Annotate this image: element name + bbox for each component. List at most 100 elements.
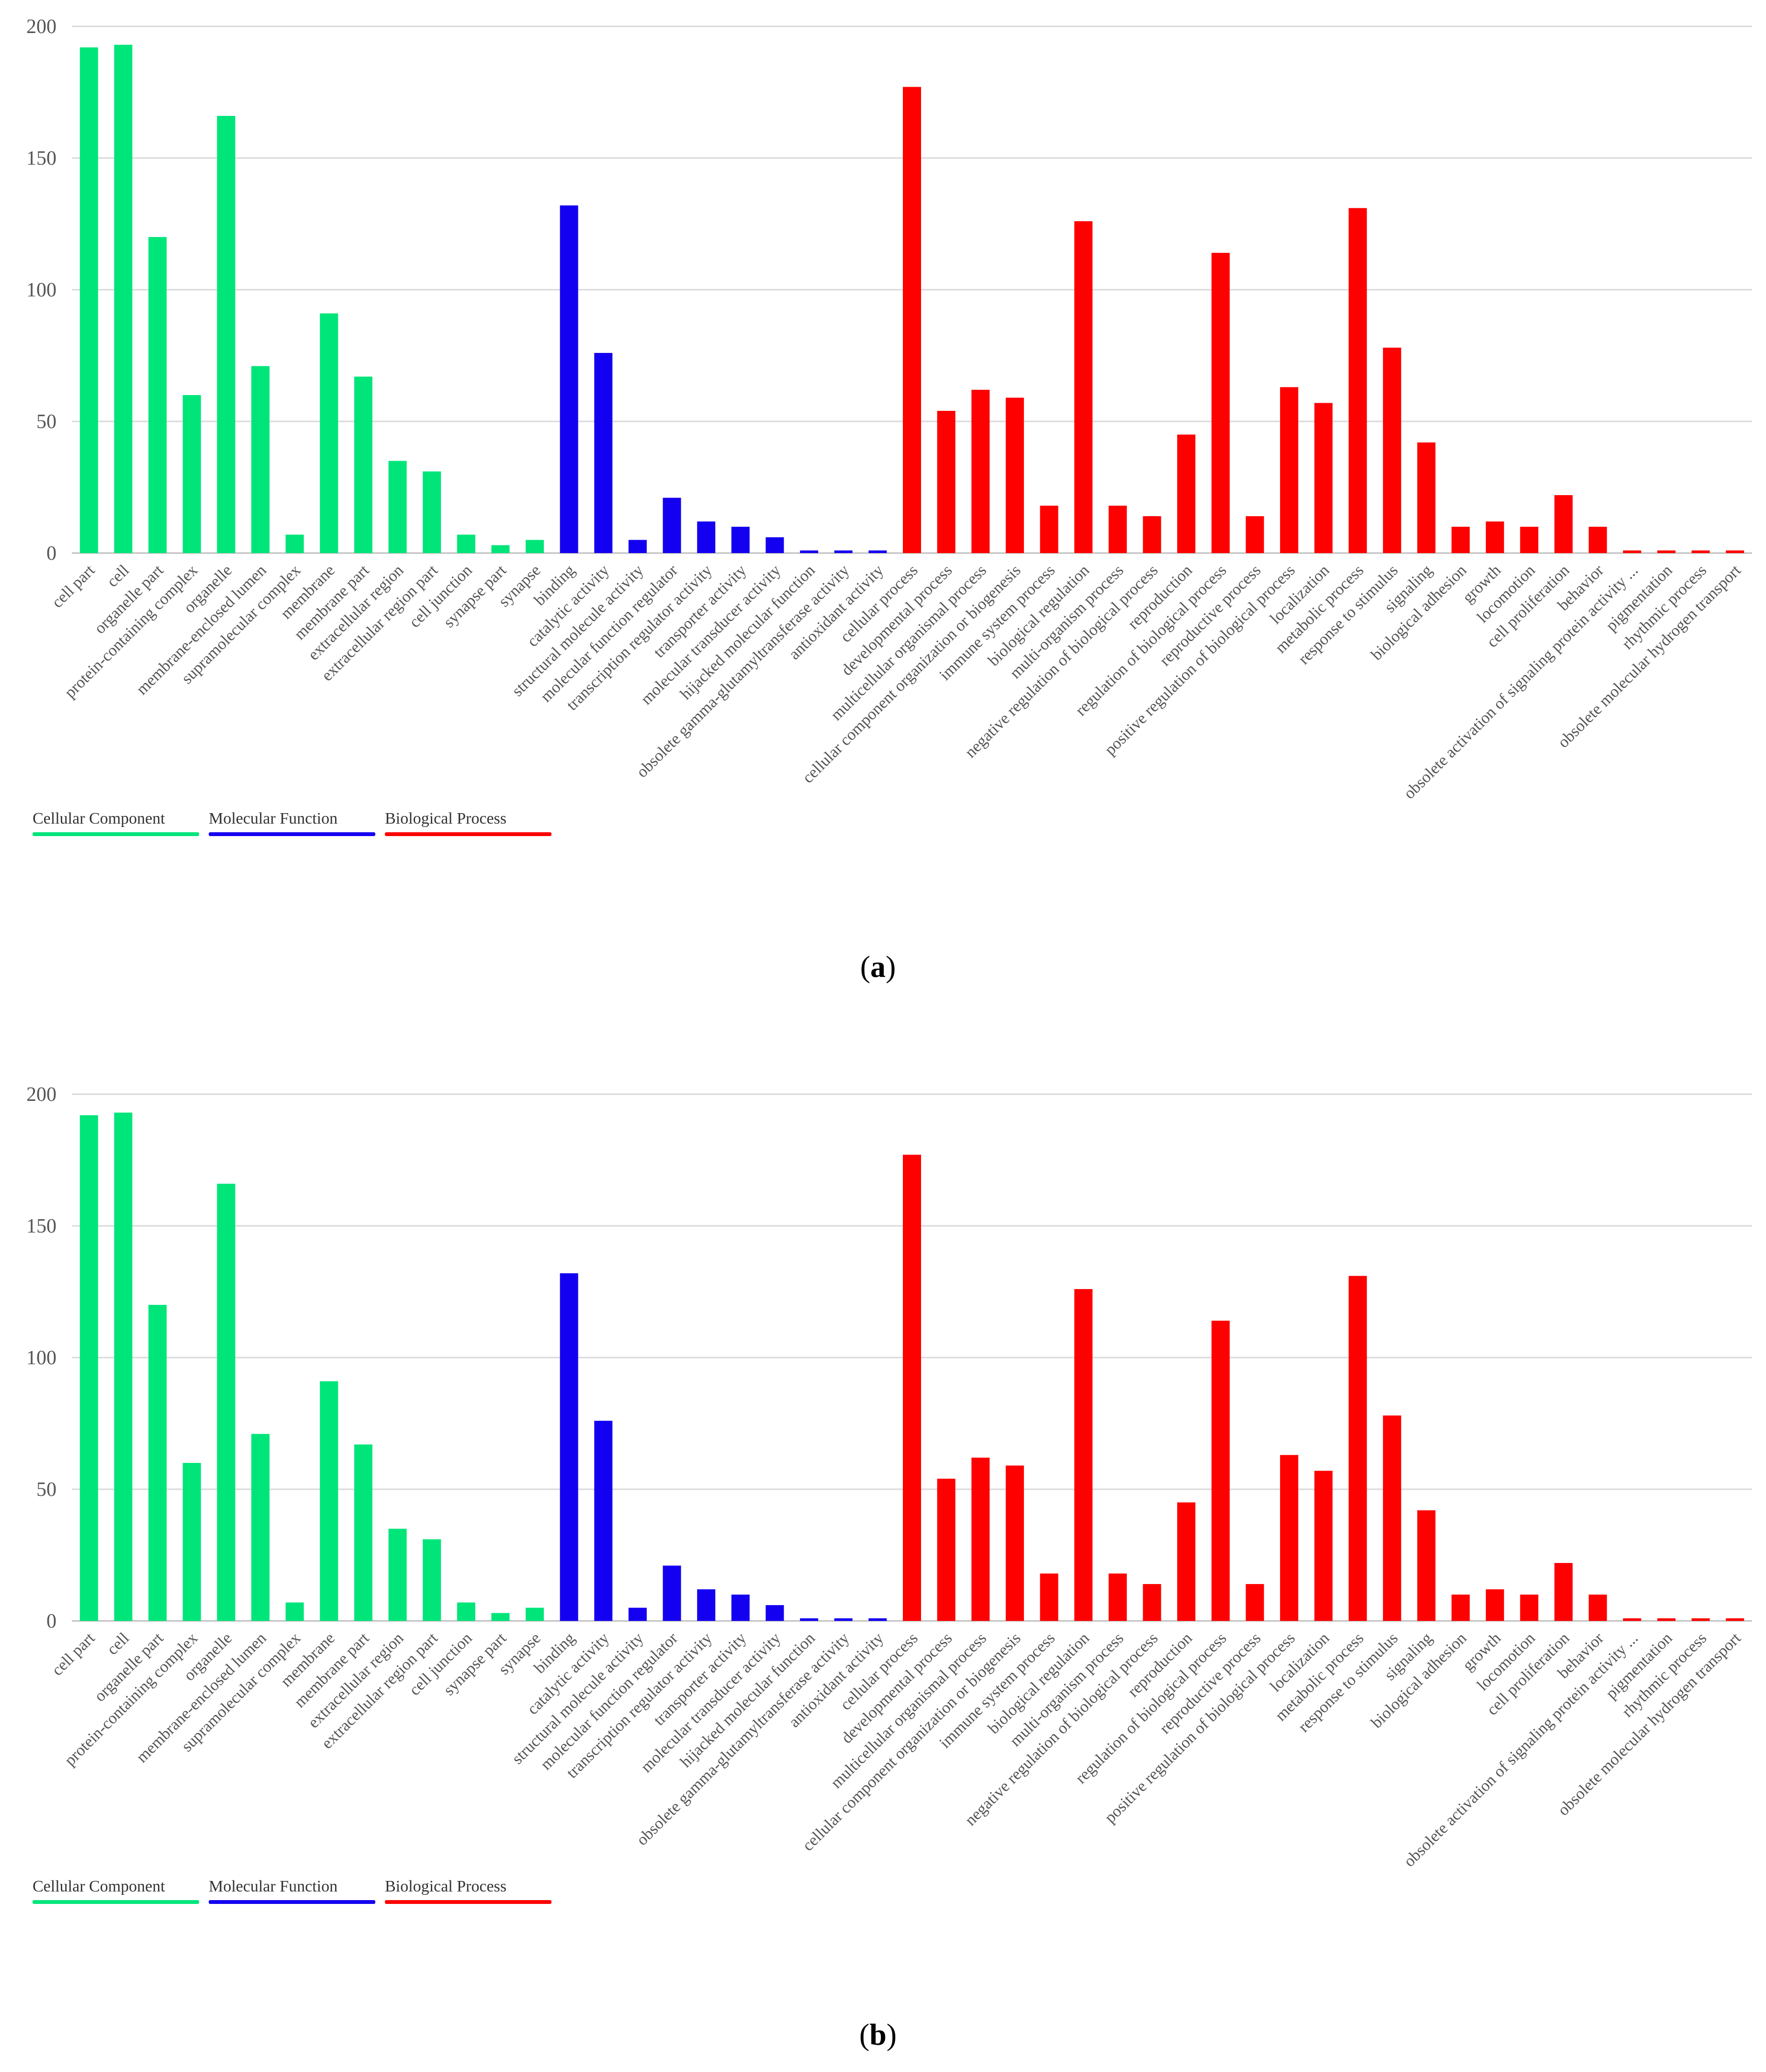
bar-negative-regulation-of-biological-process (1143, 1584, 1161, 1621)
bar-obsolete-activation-of-signaling-protein-activity (1623, 550, 1642, 553)
legend-swatch-molecular-function (209, 1900, 375, 1904)
panel-caption-letter: b (869, 2017, 887, 2051)
bar-multicellular-organismal-process (971, 1458, 990, 1621)
bar-positive-regulation-of-biological-process (1280, 1455, 1298, 1621)
bar-immune-system-process (1040, 506, 1058, 553)
legend-swatch-cellular-component (33, 832, 199, 836)
panel-caption: (a) (860, 950, 896, 984)
bar-cell-junction (457, 534, 475, 553)
bar-cell-part (79, 1115, 98, 1621)
bar-organelle (217, 1184, 236, 1621)
bar-synapse-part (491, 1613, 510, 1621)
bar-molecular-transducer-activity (765, 1605, 784, 1621)
bar-reproduction (1177, 1502, 1196, 1621)
bar-reproduction (1177, 434, 1196, 553)
bar-catalytic-activity (594, 1421, 613, 1621)
bar-metabolic-process (1349, 1276, 1367, 1621)
bar-organelle-part (148, 1305, 167, 1621)
y-tick-label: 200 (26, 1084, 56, 1106)
bar-regulation-of-biological-process (1211, 253, 1230, 553)
legend-swatch-cellular-component (33, 1900, 199, 1904)
legend-swatch-molecular-function (209, 832, 375, 836)
bar-regulation-of-biological-process (1211, 1321, 1230, 1621)
bar-binding (560, 205, 578, 553)
bar-membrane-part (354, 376, 372, 553)
legend-label-biological-process: Biological Process (385, 810, 506, 827)
y-tick-label: 50 (36, 411, 56, 433)
bar-growth (1485, 521, 1504, 553)
y-tick-label: 150 (26, 147, 56, 170)
bar-membrane-part (354, 1444, 372, 1621)
bar-localization (1314, 1471, 1333, 1621)
bar-rhythmic-process (1691, 1618, 1710, 1621)
bar-extracellular-region-part (423, 471, 441, 553)
y-tick-label: 0 (46, 543, 56, 565)
bar-biological-regulation (1074, 1289, 1093, 1621)
y-tick-label: 0 (46, 1610, 56, 1632)
legend-label-cellular-component: Cellular Component (33, 1878, 165, 1895)
bar-cellular-process (903, 87, 921, 553)
bar-membrane (320, 1381, 338, 1621)
bar-transporter-activity (731, 527, 750, 553)
legend-swatch-biological-process (385, 832, 551, 836)
bar-response-to-stimulus (1383, 348, 1401, 553)
bar-supramolecular-complex (285, 1602, 304, 1621)
bar-multicellular-organismal-process (971, 390, 990, 553)
x-tick-label: cell (103, 561, 133, 590)
y-tick-label: 100 (26, 279, 56, 301)
bar-biological-regulation (1074, 221, 1093, 553)
bar-organelle (217, 116, 236, 553)
legend-label-molecular-function: Molecular Function (209, 1878, 337, 1895)
bar-molecular-function-regulator (663, 498, 681, 553)
y-tick-label: 100 (26, 1347, 56, 1369)
bar-transcription-regulator-activity (697, 521, 716, 553)
bar-behavior (1588, 1595, 1607, 1621)
bar-cell-part (79, 47, 98, 553)
bar-biological-adhesion (1451, 527, 1470, 553)
bar-hijacked-molecular-function (800, 550, 819, 553)
panel-caption: (b) (859, 2017, 897, 2051)
bar-cell-proliferation (1554, 1563, 1573, 1621)
bar-cell-proliferation (1554, 495, 1573, 553)
bar-localization (1314, 403, 1333, 553)
bar-protein-containing-complex (182, 395, 201, 553)
bar-obsolete-gamma-glutamyltransferase-activity (834, 550, 853, 553)
bar-response-to-stimulus (1383, 1415, 1401, 1621)
bar-signaling (1417, 1510, 1436, 1621)
bar-structural-molecule-activity (628, 1608, 647, 1621)
bar-pigmentation (1657, 550, 1676, 553)
bar-molecular-function-regulator (663, 1565, 681, 1621)
bar-extracellular-region (388, 1529, 407, 1621)
bar-reproductive-process (1246, 516, 1264, 553)
bar-extracellular-region (388, 461, 407, 553)
legend-label-biological-process: Biological Process (385, 1878, 506, 1895)
bar-synapse (526, 540, 544, 553)
bar-antioxidant-activity (868, 550, 887, 553)
y-tick-label: 200 (26, 16, 56, 38)
bar-developmental-process (937, 411, 956, 553)
bar-catalytic-activity (594, 353, 613, 553)
bar-cellular-component-organization-or-biogenesis (1005, 397, 1024, 553)
y-tick-label: 150 (26, 1215, 56, 1237)
bar-hijacked-molecular-function (800, 1618, 819, 1621)
x-tick-label: cell (103, 1629, 133, 1658)
bar-membrane-enclosed-lumen (251, 1434, 270, 1621)
bar-obsolete-molecular-hydrogen-transport (1726, 1618, 1744, 1621)
bar-multi-organism-process (1108, 1574, 1127, 1621)
bar-transporter-activity (731, 1595, 750, 1621)
bar-behavior (1588, 527, 1607, 553)
bar-cell (114, 45, 133, 553)
bar-binding (560, 1273, 578, 1621)
bar-developmental-process (937, 1479, 956, 1621)
y-tick-label: 50 (36, 1479, 56, 1501)
bar-molecular-transducer-activity (765, 537, 784, 553)
bar-reproductive-process (1246, 1584, 1264, 1621)
bar-positive-regulation-of-biological-process (1280, 387, 1298, 553)
bar-obsolete-activation-of-signaling-protein-activity (1623, 1618, 1642, 1621)
bar-extracellular-region-part (423, 1539, 441, 1621)
bar-multi-organism-process (1108, 506, 1127, 553)
bar-growth (1485, 1589, 1504, 1621)
